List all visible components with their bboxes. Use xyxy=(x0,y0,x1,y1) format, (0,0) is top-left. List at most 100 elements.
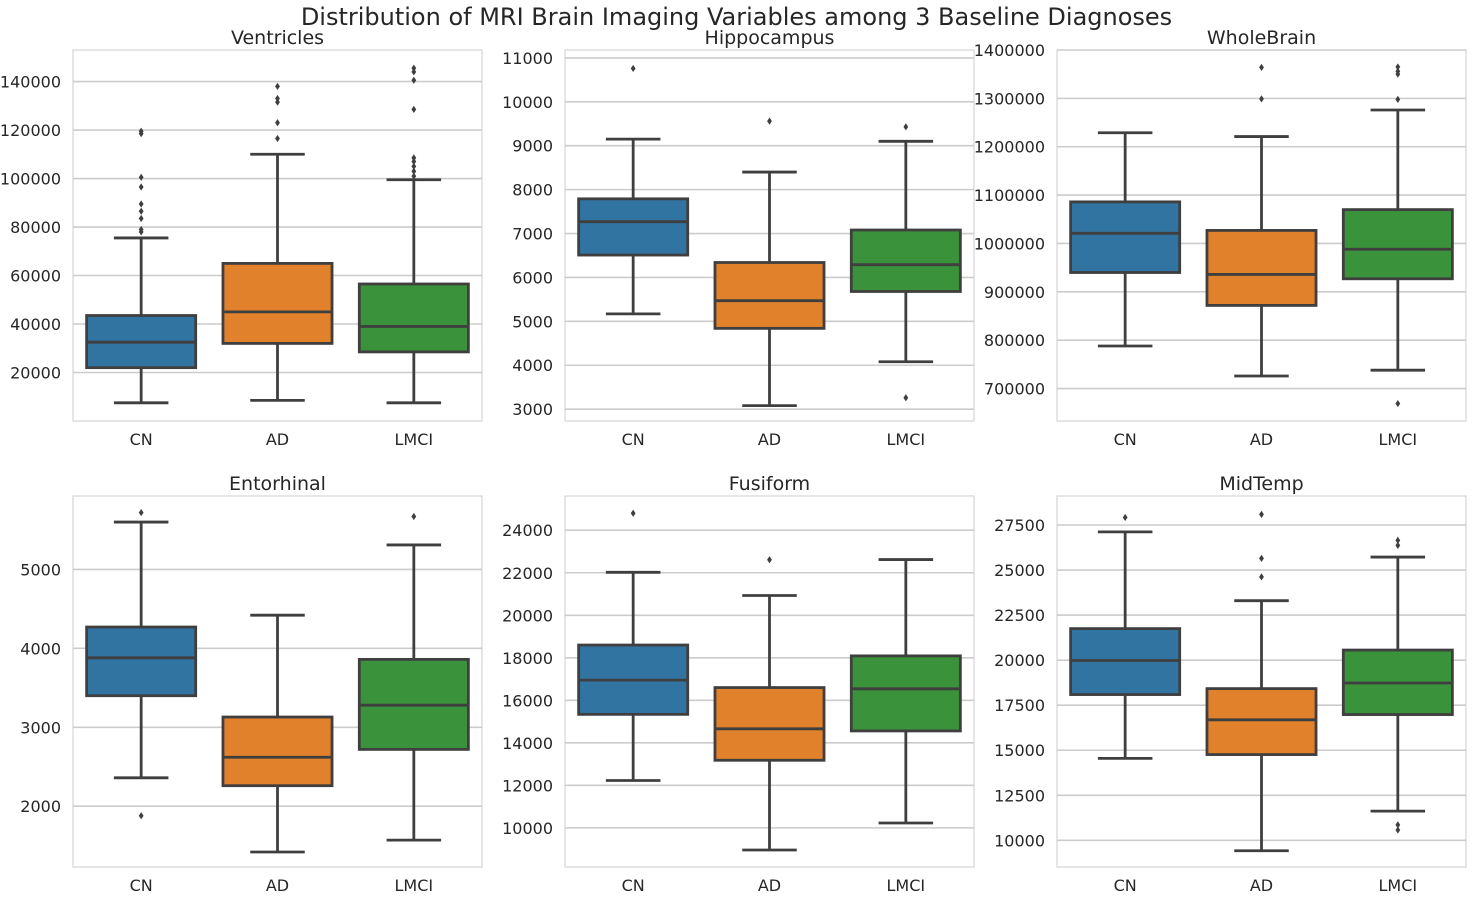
iqr-box xyxy=(221,261,334,345)
x-tick-label: CN xyxy=(622,430,645,449)
box-ad xyxy=(221,613,334,854)
outlier-point xyxy=(1259,63,1264,72)
box-cn xyxy=(577,509,690,782)
subplot-title: Hippocampus xyxy=(705,27,835,49)
iqr-box xyxy=(357,282,470,354)
box-lmci xyxy=(849,558,962,825)
y-tick-label: 27500 xyxy=(994,516,1045,535)
iqr-box xyxy=(1205,687,1318,756)
subplot-title: Ventricles xyxy=(231,27,324,49)
outlier-point xyxy=(1259,95,1264,103)
y-tick-label: 11000 xyxy=(502,49,553,68)
y-tick-label: 12000 xyxy=(502,776,553,795)
y-tick-label: 4000 xyxy=(20,639,61,658)
iqr-box xyxy=(713,261,826,330)
box-lmci xyxy=(357,64,470,405)
subplot-title: WholeBrain xyxy=(1207,27,1316,49)
x-tick-label: LMCI xyxy=(887,876,926,895)
y-tick-label: 3000 xyxy=(512,400,553,419)
subplot-hippocampus: 3000 4000 5000 6000 7000 8000 9000 10000 11000 CN… xyxy=(502,27,975,449)
iqr-box xyxy=(849,228,962,293)
iqr-box xyxy=(221,715,334,788)
outlier-point xyxy=(411,68,417,76)
outlier-point xyxy=(411,105,417,114)
y-tick-label: 16000 xyxy=(502,691,553,710)
y-tick-label: 22000 xyxy=(502,564,553,583)
outlier-point xyxy=(1259,510,1264,518)
outlier-point xyxy=(1395,399,1401,408)
box-lmci xyxy=(1341,536,1454,834)
y-tick-label: 8000 xyxy=(512,181,553,200)
box-cn xyxy=(85,508,198,820)
outlier-point xyxy=(767,556,772,564)
y-tick-label: 20000 xyxy=(994,651,1045,670)
outlier-point xyxy=(411,157,417,166)
outlier-point xyxy=(411,76,417,84)
outlier-point xyxy=(1395,821,1401,829)
y-tick-label: 25000 xyxy=(994,561,1045,580)
outlier-point xyxy=(411,64,417,72)
outlier-point xyxy=(138,207,144,215)
iqr-box xyxy=(577,197,690,257)
axes-frame xyxy=(564,495,975,868)
outlier-point xyxy=(1395,536,1401,544)
outlier-point xyxy=(275,119,280,127)
box-lmci xyxy=(849,123,962,402)
y-tick-label: 1000000 xyxy=(974,234,1045,253)
x-tick-label: LMCI xyxy=(395,876,434,895)
axes-frame xyxy=(1056,495,1467,868)
y-tick-label: 10000 xyxy=(502,93,553,112)
iqr-box xyxy=(849,654,962,733)
iqr-box xyxy=(85,625,198,698)
outlier-point xyxy=(630,509,636,517)
y-tick-label: 10000 xyxy=(994,831,1045,850)
box-cn xyxy=(85,127,198,405)
outlier-point xyxy=(138,214,144,223)
y-tick-label: 100000 xyxy=(0,170,61,189)
subplot-entorhinal: 2000 3000 4000 5000 CN AD LMCI Entorhinal xyxy=(20,473,483,895)
y-tick-label: 1200000 xyxy=(974,138,1045,157)
box-lmci xyxy=(357,512,470,842)
outlier-point xyxy=(138,173,144,181)
outlier-point xyxy=(767,117,772,125)
y-tick-label: 7000 xyxy=(512,225,553,244)
box-ad xyxy=(221,82,334,402)
outlier-point xyxy=(411,154,417,162)
outlier-point xyxy=(1395,67,1401,75)
x-tick-label: CN xyxy=(1114,430,1137,449)
box-cn xyxy=(1069,131,1182,348)
box-cn xyxy=(577,64,690,316)
outlier-point xyxy=(903,394,909,402)
y-tick-label: 9000 xyxy=(512,137,553,156)
y-tick-label: 140000 xyxy=(0,73,61,92)
x-tick-label: LMCI xyxy=(887,430,926,449)
y-tick-label: 1100000 xyxy=(974,186,1045,205)
subplot-ventricles: 20000 40000 60000 80000 100000 120000 140000 CN… xyxy=(0,27,483,449)
x-tick-label: AD xyxy=(266,430,289,449)
y-tick-label: 5000 xyxy=(512,312,553,331)
x-tick-label: LMCI xyxy=(1379,876,1418,895)
y-tick-label: 20000 xyxy=(10,364,61,383)
subplot-title: MidTemp xyxy=(1219,473,1303,495)
box-ad xyxy=(713,556,826,852)
y-tick-label: 1300000 xyxy=(974,89,1045,108)
x-tick-label: AD xyxy=(266,876,289,895)
outlier-point xyxy=(1395,95,1401,103)
outlier-point xyxy=(138,812,144,820)
x-tick-label: CN xyxy=(130,876,153,895)
y-tick-label: 6000 xyxy=(512,268,553,287)
iqr-box xyxy=(1069,200,1182,274)
y-tick-label: 2000 xyxy=(20,797,61,816)
x-tick-label: CN xyxy=(1114,876,1137,895)
y-tick-label: 15000 xyxy=(994,741,1045,760)
outlier-point xyxy=(1395,541,1401,549)
axes-frame xyxy=(72,495,483,868)
y-tick-label: 40000 xyxy=(10,315,61,334)
figure-title: Distribution of MRI Brain Imaging Variab… xyxy=(300,3,1173,31)
outlier-point xyxy=(1259,573,1264,581)
outlier-point xyxy=(630,64,636,73)
iqr-box xyxy=(713,686,826,762)
y-tick-label: 900000 xyxy=(984,283,1045,302)
x-tick-label: CN xyxy=(130,430,153,449)
